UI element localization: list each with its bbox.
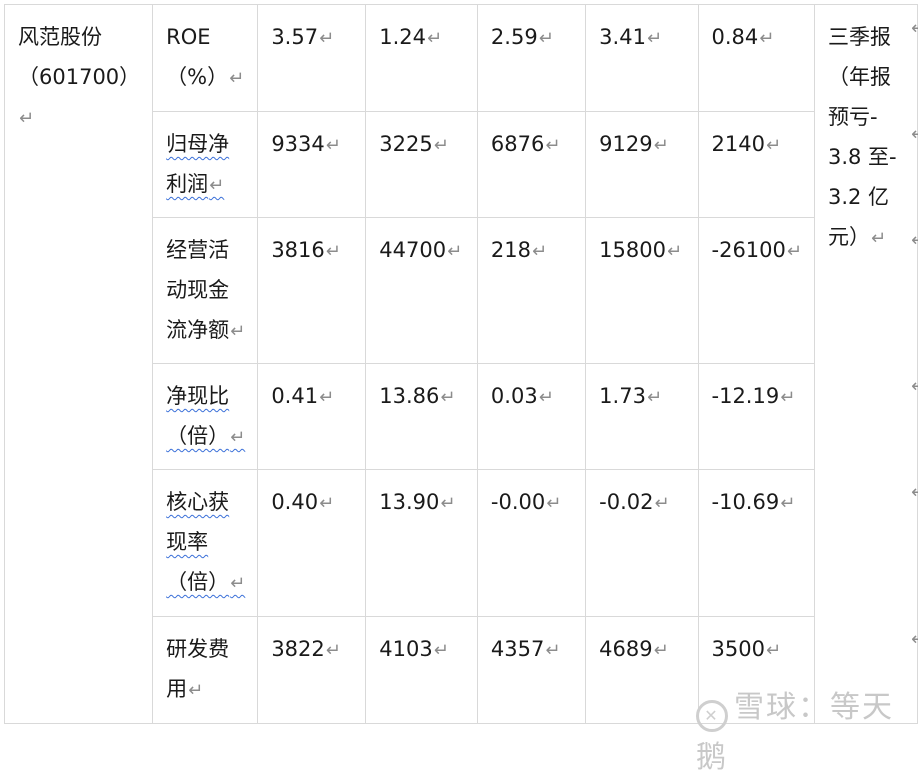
metric-value: 4689 <box>599 637 669 661</box>
metric-value: 2140 <box>712 132 782 156</box>
value-cell: -0.00 <box>476 469 587 617</box>
value-cell: 0.40 <box>257 469 367 617</box>
metric-value: -0.02 <box>599 490 669 514</box>
metric-label: 研发费 用 <box>166 637 229 701</box>
table-row: 研发费 用 3822 4103 4357 4689 3500 <box>5 616 918 724</box>
metric-label: 核心获 现率 （倍） <box>166 490 245 594</box>
metric-label: 经营活 动现金 流净额 <box>166 238 245 342</box>
metric-label-cell: ROE （%） <box>152 4 259 112</box>
value-cell: 1.24 <box>365 4 478 112</box>
value-cell: 3225 <box>365 111 478 218</box>
row-end-mark: ↵ <box>911 124 918 145</box>
metric-value: 3500 <box>712 637 782 661</box>
value-cell: 9129 <box>585 111 699 218</box>
metric-value: 0.41 <box>271 384 334 408</box>
table-row: 归母净 利润 9334 3225 6876 9129 2140 <box>5 111 918 218</box>
value-cell: 2.59 <box>476 4 587 112</box>
value-cell: -0.02 <box>585 469 699 617</box>
metric-label: ROE （%） <box>166 25 244 89</box>
metric-label: 归母净 利润 <box>166 132 229 196</box>
value-cell: 15800 <box>585 217 699 364</box>
metric-value: -10.69 <box>712 490 796 514</box>
metric-value: 1.73 <box>599 384 662 408</box>
financial-table: 风范股份 （601700） ROE （%） 3.57 1.24 2.59 3.41 0.84… <box>3 4 918 724</box>
metric-value: 13.86 <box>379 384 455 408</box>
value-cell: -12.19 <box>697 363 815 470</box>
metric-value: 3225 <box>379 132 449 156</box>
note-cell: 三季报 （年报 预亏- 3.8 至- 3.2 亿 元） <box>813 4 918 724</box>
metric-label-cell: 研发费 用 <box>152 616 259 724</box>
metric-label-cell: 经营活 动现金 流净额 <box>152 217 259 364</box>
value-cell: 13.90 <box>365 469 478 617</box>
metric-value: 4357 <box>491 637 561 661</box>
value-cell: 4103 <box>365 616 478 724</box>
metric-label-cell: 核心获 现率 （倍） <box>152 469 259 617</box>
row-end-mark: ↵ <box>911 376 918 397</box>
metric-value: 3816 <box>271 238 341 262</box>
metric-value: 3.57 <box>271 25 334 49</box>
metric-label-cell: 归母净 利润 <box>152 111 259 218</box>
metric-value: 0.84 <box>712 25 775 49</box>
value-cell: 6876 <box>476 111 587 218</box>
metric-value: 15800 <box>599 238 682 262</box>
metric-value: 0.03 <box>491 384 554 408</box>
row-end-mark: ↵ <box>911 629 918 650</box>
metric-value: -26100 <box>712 238 802 262</box>
metric-value: 1.24 <box>379 25 442 49</box>
metric-value: -12.19 <box>712 384 796 408</box>
metric-value: 6876 <box>491 132 561 156</box>
table-row: 风范股份 （601700） ROE （%） 3.57 1.24 2.59 3.41 0.84… <box>3 4 918 724</box>
value-cell: 3500 <box>697 616 815 724</box>
metric-value: 2.59 <box>491 25 554 49</box>
table-row: 经营活 动现金 流净额 3816 44700 218 15800 -26100 <box>5 217 918 364</box>
metric-value: 3.41 <box>599 25 662 49</box>
metric-value: -0.00 <box>491 490 561 514</box>
table-row: 核心获 现率 （倍） 0.40 13.90 -0.00 -0.02 -10.69 <box>5 469 918 617</box>
xueqiu-logo-icon: ✕ <box>696 700 728 732</box>
value-cell: -10.69 <box>697 469 815 617</box>
metric-label: 净现比 （倍） <box>166 384 245 448</box>
value-cell: 3.41 <box>585 4 699 112</box>
value-cell: 218 <box>476 217 587 364</box>
value-cell: -26100 <box>697 217 815 364</box>
value-cell: 0.41 <box>257 363 367 470</box>
report-note: 三季报 （年报 预亏- 3.8 至- 3.2 亿 元） <box>828 25 897 249</box>
value-cell: 3816 <box>257 217 367 364</box>
value-cell: 0.03 <box>476 363 587 470</box>
value-cell: 4357 <box>476 616 587 724</box>
value-cell: 44700 <box>365 217 478 364</box>
watermark-text: 雪球：等天鹅 <box>696 690 894 775</box>
table-row: 净现比 （倍） 0.41 13.86 0.03 1.73 -12.19 <box>5 363 918 470</box>
row-end-mark: ↵ <box>911 482 918 503</box>
value-cell: 0.84 <box>697 4 815 112</box>
metric-value: 0.40 <box>271 490 334 514</box>
value-cell: 1.73 <box>585 363 699 470</box>
metric-value: 13.90 <box>379 490 455 514</box>
metric-value: 3822 <box>271 637 341 661</box>
metric-value: 218 <box>491 238 547 262</box>
row-end-mark: ↵ <box>911 230 918 251</box>
value-cell: 3.57 <box>257 4 367 112</box>
metric-value: 4103 <box>379 637 449 661</box>
value-cell: 3822 <box>257 616 367 724</box>
value-cell: 2140 <box>697 111 815 218</box>
metric-value: 9334 <box>271 132 341 156</box>
watermark: ✕ 雪球：等天鹅 <box>696 682 918 776</box>
company-name: 风范股份 （601700） <box>18 25 140 129</box>
company-cell: 风范股份 （601700） <box>3 4 154 724</box>
value-cell: 4689 <box>585 616 699 724</box>
row-end-mark: ↵ <box>911 18 918 39</box>
metric-label-cell: 净现比 （倍） <box>152 363 259 470</box>
value-cell: 9334 <box>257 111 367 218</box>
metric-value: 44700 <box>379 238 462 262</box>
value-cell: 13.86 <box>365 363 478 470</box>
metric-value: 9129 <box>599 132 669 156</box>
